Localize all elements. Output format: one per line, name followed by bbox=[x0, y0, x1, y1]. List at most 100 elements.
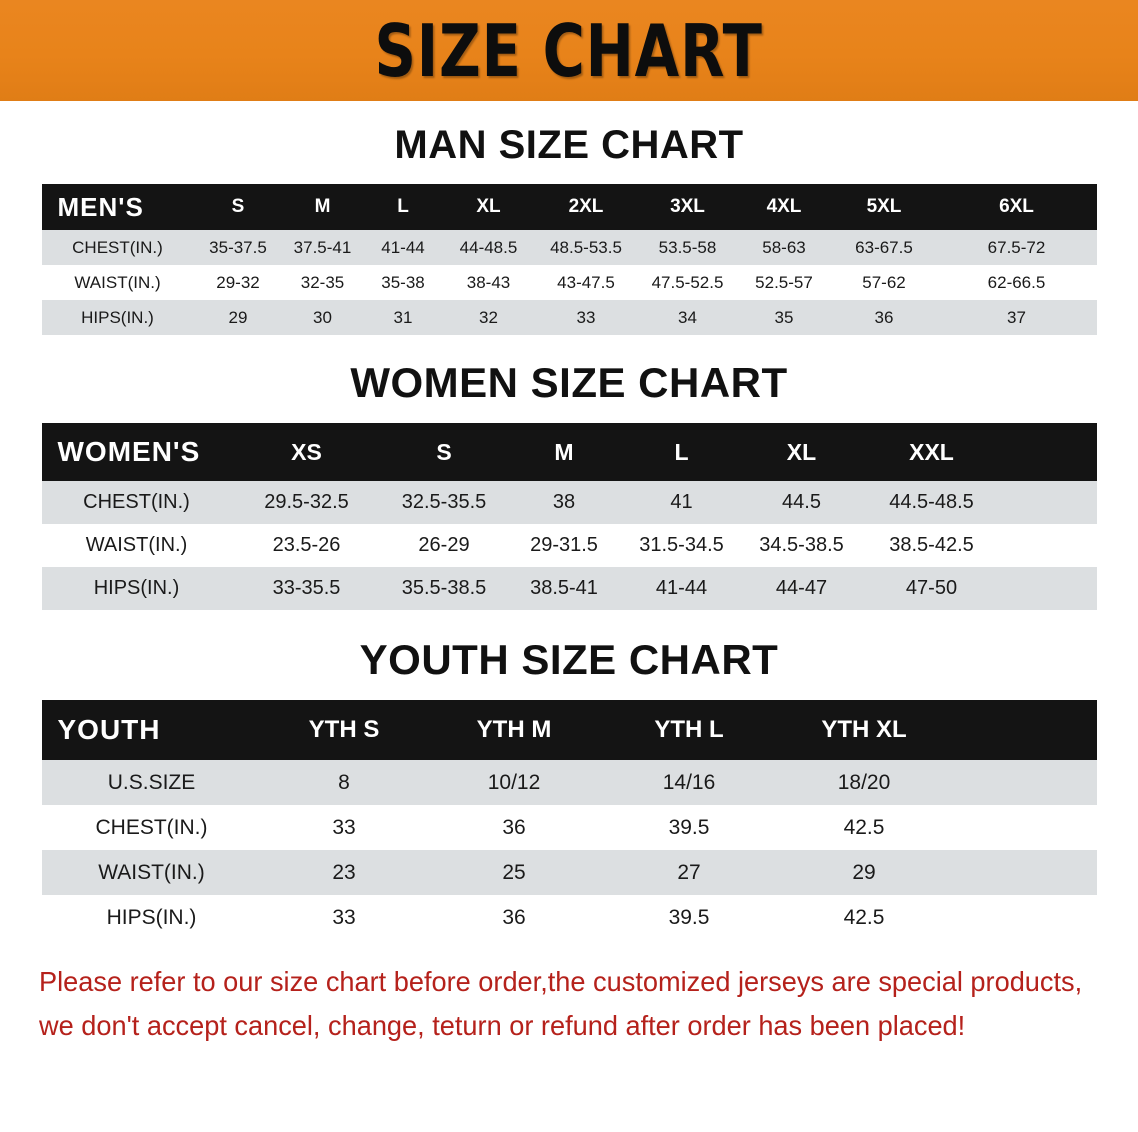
women-chest-empty bbox=[1002, 481, 1097, 524]
youth-row-label-chest: CHEST(IN.) bbox=[95, 815, 208, 839]
women-header-row: WOMEN'S XS S M L XL XXL bbox=[41, 423, 1097, 481]
women-chest-xxl: 44.5-48.5 bbox=[889, 491, 974, 513]
youth-row-label-waist: WAIST(IN.) bbox=[98, 860, 205, 884]
youth-waist-m: 25 bbox=[502, 860, 526, 884]
youth-col-empty bbox=[952, 700, 1097, 760]
youth-ussize-xl: 18/20 bbox=[837, 770, 891, 794]
youth-section-heading: YOUTH SIZE CHART bbox=[359, 636, 779, 683]
man-row-label-waist: WAIST(IN.) bbox=[74, 272, 161, 292]
man-waist-5xl: 57-62 bbox=[862, 272, 906, 292]
youth-chest-m: 36 bbox=[502, 815, 526, 839]
youth-row-label-ussize: U.S.SIZE bbox=[107, 770, 196, 794]
man-chest-5xl: 63-67.5 bbox=[855, 237, 913, 257]
table-row: HIPS(IN.) 33-35.5 35.5-38.5 38.5-41 41-4… bbox=[41, 567, 1097, 610]
youth-waist-l: 27 bbox=[677, 860, 701, 884]
women-hips-empty bbox=[1002, 567, 1097, 610]
man-chest-4xl: 58-63 bbox=[762, 237, 806, 257]
women-waist-xl: 34.5-38.5 bbox=[759, 534, 844, 556]
youth-col-l: YTH L bbox=[654, 716, 724, 743]
man-hips-5xl: 36 bbox=[874, 307, 894, 327]
women-size-table: WOMEN'S XS S M L XL XXL CHEST(IN.) 29.5-… bbox=[41, 423, 1097, 610]
man-hips-4xl: 35 bbox=[774, 307, 794, 327]
man-col-2xl: 2XL bbox=[568, 196, 604, 217]
youth-ussize-empty bbox=[952, 760, 1097, 805]
man-col-s: S bbox=[231, 196, 245, 217]
women-row-label-waist: WAIST(IN.) bbox=[85, 534, 188, 556]
man-hips-m: 30 bbox=[313, 307, 332, 327]
man-waist-6xl: 62-66.5 bbox=[987, 272, 1046, 292]
man-hips-3xl: 34 bbox=[678, 307, 697, 327]
man-size-table: MEN'S S M L XL 2XL 3XL 4XL 5XL 6XL CHEST… bbox=[41, 184, 1097, 335]
youth-chest-empty bbox=[952, 805, 1097, 850]
man-waist-2xl: 43-47.5 bbox=[557, 272, 615, 292]
youth-header-row: YOUTH YTH S YTH M YTH L YTH XL bbox=[41, 700, 1097, 760]
women-col-xl: XL bbox=[786, 438, 817, 465]
table-row: HIPS(IN.) 33 36 39.5 42.5 bbox=[41, 895, 1097, 940]
women-section-heading: WOMEN SIZE CHART bbox=[350, 359, 788, 406]
youth-ussize-m: 10/12 bbox=[487, 770, 541, 794]
note-line-2: we don't accept cancel, change, teturn o… bbox=[39, 1010, 966, 1041]
women-row-label-chest: CHEST(IN.) bbox=[83, 491, 190, 513]
women-chest-xs: 29.5-32.5 bbox=[264, 491, 349, 513]
man-col-l: L bbox=[397, 196, 409, 217]
youth-size-table: YOUTH YTH S YTH M YTH L YTH XL U.S.SIZE … bbox=[41, 700, 1097, 940]
youth-chest-l: 39.5 bbox=[668, 815, 710, 839]
youth-hips-s: 33 bbox=[332, 905, 356, 929]
man-col-xl: XL bbox=[476, 196, 501, 217]
man-hips-s: 29 bbox=[228, 307, 248, 327]
youth-col-s: YTH S bbox=[308, 716, 380, 743]
women-waist-l: 31.5-34.5 bbox=[639, 534, 724, 556]
table-row: WAIST(IN.) 29-32 32-35 35-38 38-43 43-47… bbox=[41, 265, 1097, 300]
man-waist-xl: 38-43 bbox=[466, 272, 511, 292]
man-hips-2xl: 33 bbox=[576, 307, 596, 327]
man-col-5xl: 5XL bbox=[866, 196, 902, 217]
man-col-m: M bbox=[314, 196, 331, 217]
women-waist-xxl: 38.5-42.5 bbox=[889, 534, 974, 556]
women-chest-l: 41 bbox=[670, 491, 693, 513]
table-row: HIPS(IN.) 29 30 31 32 33 34 35 36 37 bbox=[41, 300, 1097, 335]
table-row: WAIST(IN.) 23.5-26 26-29 29-31.5 31.5-34… bbox=[41, 524, 1097, 567]
youth-waist-xl: 29 bbox=[852, 860, 876, 884]
man-waist-l: 35-38 bbox=[381, 272, 425, 292]
page-banner: SIZE CHART bbox=[0, 0, 1138, 101]
man-chest-3xl: 53.5-58 bbox=[658, 237, 717, 257]
women-chest-s: 32.5-35.5 bbox=[401, 491, 487, 513]
women-col-s: S bbox=[436, 438, 452, 465]
women-row-label-hips: HIPS(IN.) bbox=[93, 577, 180, 599]
women-hips-xl: 44-47 bbox=[775, 577, 828, 599]
youth-waist-s: 23 bbox=[332, 860, 356, 884]
women-table-wrapper: WOMEN'S XS S M L XL XXL CHEST(IN.) 29.5-… bbox=[41, 423, 1097, 610]
youth-chest-xl: 42.5 bbox=[843, 815, 885, 839]
man-waist-4xl: 52.5-57 bbox=[755, 272, 813, 292]
man-chest-6xl: 67.5-72 bbox=[987, 237, 1046, 257]
women-chest-m: 38 bbox=[552, 491, 576, 513]
youth-hips-xl: 42.5 bbox=[843, 905, 885, 929]
man-chest-l: 41-44 bbox=[381, 237, 425, 257]
youth-table-wrapper: YOUTH YTH S YTH M YTH L YTH XL U.S.SIZE … bbox=[41, 700, 1097, 940]
note-line-1: Please refer to our size chart before or… bbox=[39, 966, 1083, 997]
table-row: CHEST(IN.) 33 36 39.5 42.5 bbox=[41, 805, 1097, 850]
man-hips-xl: 32 bbox=[479, 307, 498, 327]
youth-col-m: YTH M bbox=[476, 716, 552, 743]
man-chest-2xl: 48.5-53.5 bbox=[550, 237, 622, 257]
women-chest-xl: 44.5 bbox=[782, 491, 821, 513]
women-col-xxl: XXL bbox=[909, 438, 954, 465]
women-waist-empty bbox=[1002, 524, 1097, 567]
man-header-row: MEN'S S M L XL 2XL 3XL 4XL 5XL 6XL bbox=[41, 184, 1097, 230]
man-waist-3xl: 47.5-52.5 bbox=[651, 272, 724, 292]
women-col-m: M bbox=[554, 438, 574, 465]
page-title: SIZE CHART bbox=[374, 8, 764, 93]
table-row: CHEST(IN.) 29.5-32.5 32.5-35.5 38 41 44.… bbox=[41, 481, 1097, 524]
table-row: CHEST(IN.) 35-37.5 37.5-41 41-44 44-48.5… bbox=[41, 230, 1097, 265]
youth-chest-s: 33 bbox=[332, 815, 356, 839]
women-hips-l: 41-44 bbox=[655, 577, 708, 599]
man-hips-l: 31 bbox=[393, 307, 413, 327]
man-chest-m: 37.5-41 bbox=[293, 237, 352, 257]
man-col-3xl: 3XL bbox=[670, 196, 705, 217]
women-waist-m: 29-31.5 bbox=[530, 534, 598, 556]
youth-col-xl: YTH XL bbox=[821, 716, 907, 743]
women-hips-m: 38.5-41 bbox=[530, 577, 598, 599]
man-chest-xl: 44-48.5 bbox=[459, 237, 518, 257]
youth-waist-empty bbox=[952, 850, 1097, 895]
man-corner-label: MEN'S bbox=[57, 191, 144, 222]
